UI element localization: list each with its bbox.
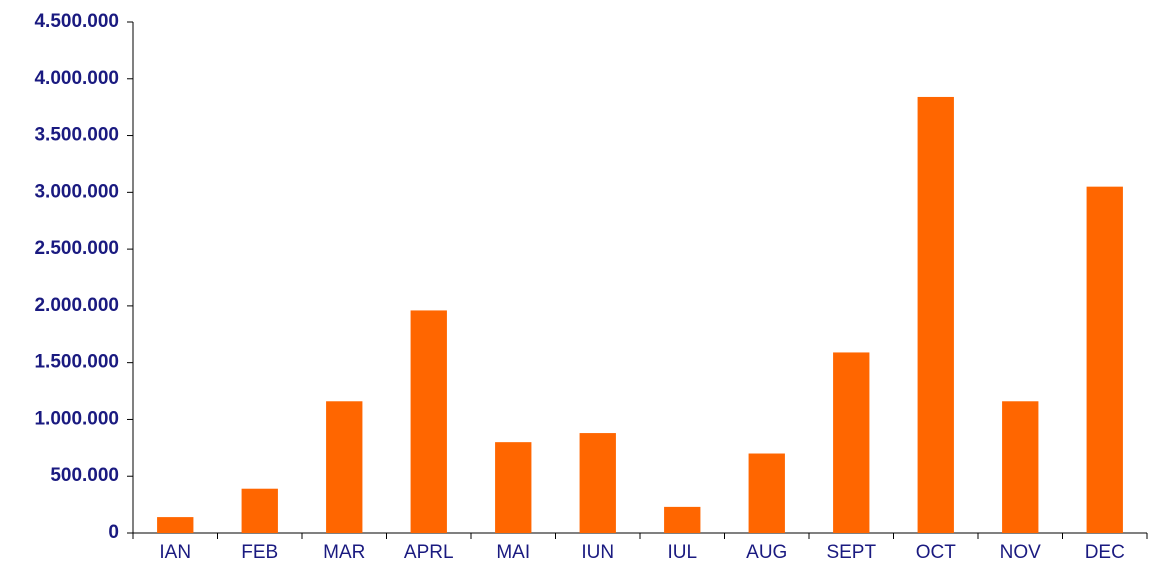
y-tick-label: 2.000.000: [34, 295, 119, 316]
bar: [748, 453, 785, 533]
bar: [410, 310, 447, 533]
x-tick-label: FEB: [241, 542, 278, 563]
bar: [579, 433, 616, 533]
bar: [241, 488, 278, 533]
x-tick-label: AUG: [746, 542, 787, 563]
bar: [1002, 401, 1039, 533]
x-tick-label: IUL: [667, 542, 697, 563]
x-tick-label: OCT: [916, 542, 957, 563]
bar: [664, 506, 701, 533]
y-tick-label: 4.500.000: [34, 11, 119, 32]
y-tick-label: 1.000.000: [34, 408, 119, 429]
y-tick-label: 4.000.000: [34, 68, 119, 89]
x-tick-label: MAI: [496, 542, 530, 563]
x-tick-label: APRL: [404, 542, 454, 563]
bar: [833, 352, 870, 533]
bar: [326, 401, 363, 533]
x-tick-label: NOV: [1000, 542, 1042, 563]
y-tick-label: 500.000: [50, 465, 119, 486]
y-tick-label: 2.500.000: [34, 238, 119, 259]
x-tick-label: SEPT: [826, 542, 876, 563]
bar: [917, 96, 954, 534]
x-tick-label: IUN: [581, 542, 614, 563]
x-tick-label: DEC: [1085, 542, 1125, 563]
bar: [1086, 186, 1123, 533]
y-tick-label: 3.000.000: [34, 181, 119, 202]
x-tick-label: MAR: [323, 542, 365, 563]
y-tick-label: 3.500.000: [34, 125, 119, 146]
y-tick-label: 0: [108, 522, 119, 543]
x-tick-label: IAN: [159, 542, 191, 563]
y-tick-label: 1.500.000: [34, 352, 119, 373]
bar: [157, 517, 194, 533]
bar: [495, 442, 532, 533]
